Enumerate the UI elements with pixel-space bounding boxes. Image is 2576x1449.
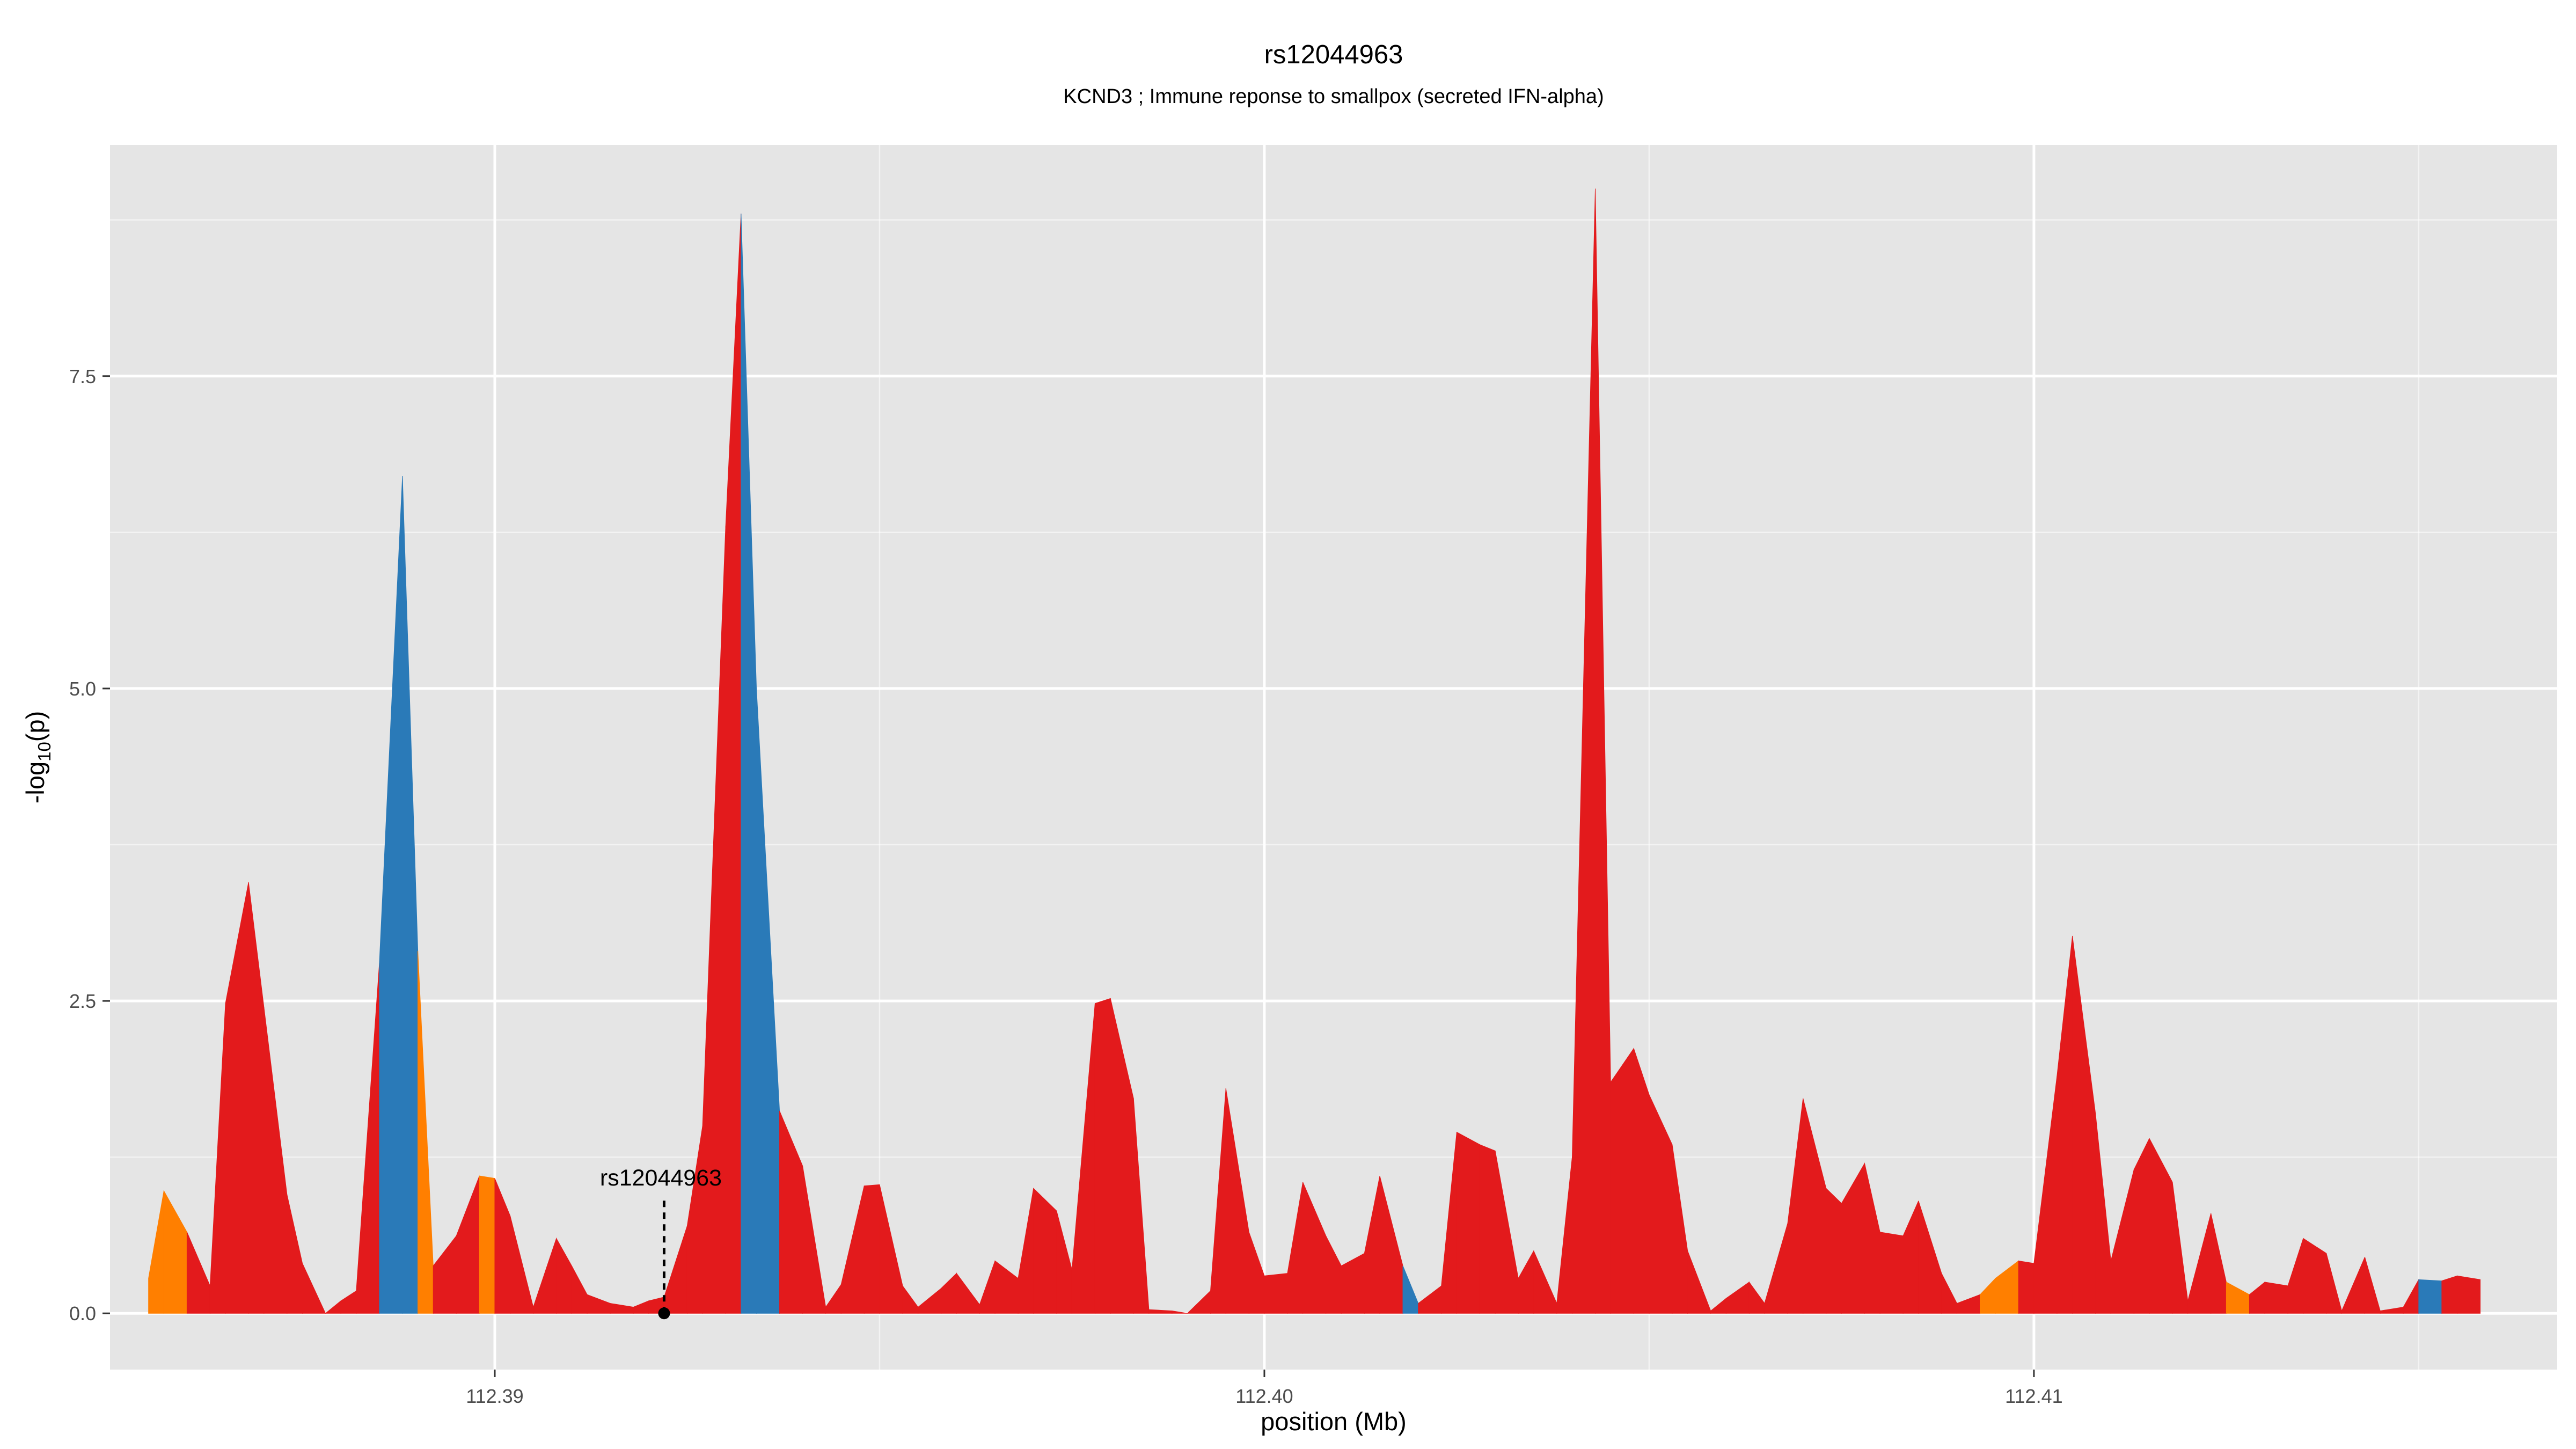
annotation-label: rs12044963 <box>600 1165 722 1191</box>
area-segment-49 <box>1094 998 1111 1314</box>
y-axis-title: -log10(p) <box>21 711 54 804</box>
annotation-layer: rs12044963 <box>600 1165 722 1320</box>
annotation-point <box>658 1307 670 1320</box>
area-segment-77 <box>1633 1048 1650 1314</box>
area-layer <box>148 188 2481 1314</box>
y-tick-label-0: 0.0 <box>69 1302 96 1324</box>
chart-title: rs12044963 <box>1264 40 1403 69</box>
chart-subtitle: KCND3 ; Immune reponse to smallpox (secr… <box>1063 85 1604 108</box>
y-axis: 0.0 2.5 5.0 7.5 <box>69 365 110 1324</box>
y-axis-title-main: -log <box>21 762 49 803</box>
area-segment-90 <box>1879 1232 1904 1314</box>
area-segment-69 <box>1479 1144 1496 1314</box>
area-segment-58 <box>1264 1273 1288 1314</box>
x-tick-label-0: 112.39 <box>466 1385 523 1407</box>
area-segment-87 <box>1826 1188 1842 1314</box>
x-tick-label-2: 112.41 <box>2005 1385 2062 1407</box>
area-segment-53 <box>1172 1310 1188 1314</box>
area-segment-17 <box>479 1175 495 1314</box>
area-segment-118 <box>2418 1279 2442 1314</box>
area-segment-110 <box>2264 1282 2288 1314</box>
area-segment-120 <box>2457 1275 2481 1314</box>
y-tick-label-1: 2.5 <box>69 990 96 1012</box>
area-segment-76 <box>1610 1047 1634 1314</box>
y-axis-title-tail: (p) <box>21 711 49 742</box>
y-tick-label-3: 7.5 <box>69 365 96 387</box>
area-segment-103 <box>2133 1138 2150 1314</box>
x-tick-label-1: 112.40 <box>1235 1385 1293 1407</box>
x-axis: 112.39 112.40 112.41 <box>466 1370 2063 1407</box>
area-segment-37 <box>863 1184 880 1314</box>
y-axis-title-subscript: 10 <box>34 742 54 762</box>
y-tick-label-2: 5.0 <box>69 678 96 700</box>
area-segment-119 <box>2441 1275 2458 1314</box>
area-segment-68 <box>1456 1131 1480 1314</box>
area-segment-8 <box>302 1263 326 1314</box>
x-axis-title: position (Mb) <box>1261 1407 1407 1436</box>
area-segment-97 <box>2018 1260 2035 1314</box>
